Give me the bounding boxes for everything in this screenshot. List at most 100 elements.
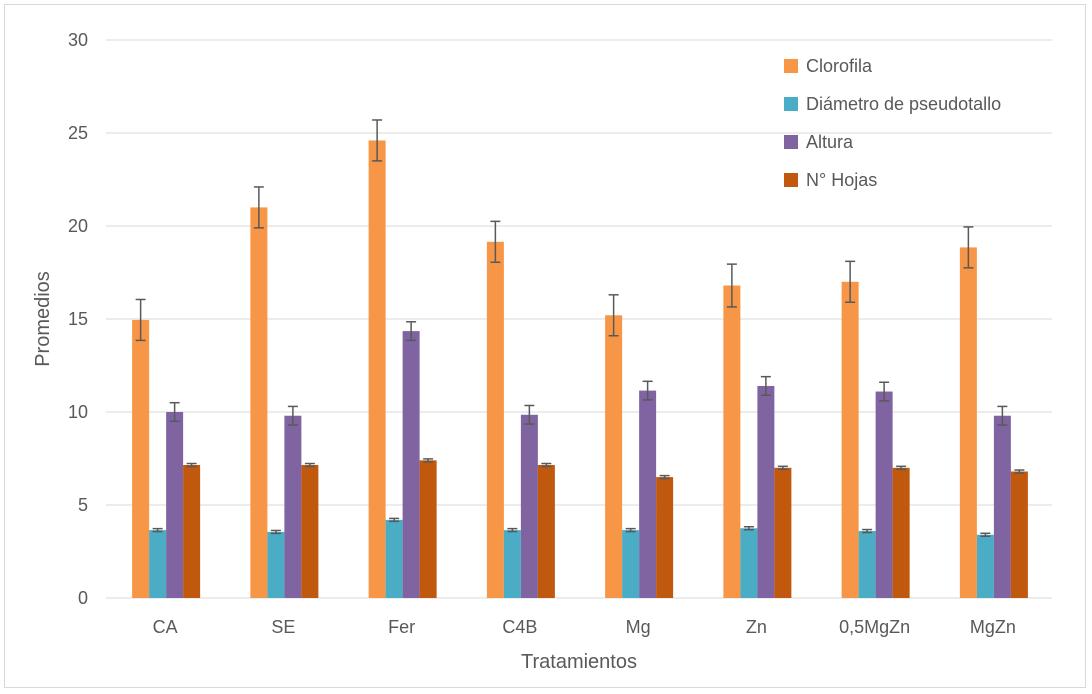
x-tick-label: MgZn — [970, 617, 1016, 637]
error-bar — [743, 526, 754, 531]
y-tick-label: 25 — [68, 123, 88, 143]
x-tick-label: 0,5MgZn — [839, 617, 910, 637]
bar-Mg-3 — [656, 477, 674, 598]
legend-swatch — [784, 59, 798, 73]
bar-0,5MgZn-1 — [858, 531, 876, 598]
error-bar — [287, 405, 298, 426]
y-tick-label: 10 — [68, 402, 88, 422]
bar-MgZn-0 — [959, 247, 977, 598]
legend-label: Clorofila — [806, 56, 873, 76]
bar-C4B-0 — [486, 241, 504, 598]
bar-CA-0 — [132, 319, 150, 598]
error-bar — [896, 465, 907, 471]
y-tick-label: 20 — [68, 216, 88, 236]
bar-Zn-1 — [740, 528, 758, 598]
bar-0,5MgZn-0 — [841, 281, 859, 598]
error-bar — [270, 529, 281, 535]
error-bar — [406, 321, 417, 342]
error-bar — [304, 462, 315, 468]
bar-Fer-0 — [368, 140, 386, 598]
bar-MgZn-3 — [1010, 471, 1028, 598]
error-bar — [845, 260, 856, 304]
bar-Mg-0 — [605, 315, 623, 598]
bar-SE-0 — [250, 207, 268, 598]
error-bar — [625, 527, 636, 533]
y-tick-label: 15 — [68, 309, 88, 329]
bar-CA-2 — [166, 412, 184, 598]
bar-C4B-1 — [503, 530, 521, 598]
error-bar — [879, 381, 890, 402]
error-bar — [253, 186, 264, 229]
error-bar — [152, 527, 163, 533]
bar-Fer-2 — [402, 331, 420, 598]
x-tick-label: Zn — [746, 617, 767, 637]
x-axis-title: Tratamientos — [521, 651, 637, 673]
bar-MgZn-1 — [976, 534, 994, 598]
x-tick-labels: CA SE Fer C4B Mg Zn 0,5MgZn MgZn — [153, 617, 1016, 637]
bar-Zn-3 — [774, 467, 792, 598]
bar-Fer-3 — [419, 460, 437, 598]
legend-item: Altura — [784, 132, 854, 152]
y-tick-label: 30 — [68, 30, 88, 50]
legend-label: N° Hojas — [806, 170, 877, 190]
bar-CA-1 — [149, 530, 167, 598]
error-bar — [524, 404, 535, 425]
error-bar — [963, 226, 974, 269]
legend-label: Altura — [806, 132, 854, 152]
x-tick-label: Mg — [626, 617, 651, 637]
error-bar — [541, 462, 552, 468]
y-axis-title: Promedios — [32, 271, 54, 367]
error-bar — [135, 298, 146, 342]
error-bar — [862, 528, 873, 534]
bar-C4B-2 — [520, 414, 538, 598]
error-bar — [490, 220, 501, 264]
bar-SE-2 — [284, 415, 302, 598]
x-tick-label: CA — [153, 617, 178, 637]
error-bar — [642, 380, 653, 401]
error-bar — [372, 119, 383, 162]
error-bars — [135, 119, 1025, 537]
legend-swatch — [784, 135, 798, 149]
legend-item: Diámetro de pseudotallo — [784, 94, 1001, 114]
error-bar — [389, 517, 400, 523]
bar-SE-1 — [267, 531, 285, 598]
x-tick-label: C4B — [502, 617, 537, 637]
error-bar — [186, 462, 197, 468]
bar-0,5MgZn-2 — [875, 391, 893, 598]
legend: Clorofila Diámetro de pseudotallo Altura N°… — [784, 56, 1001, 190]
legend-label: Diámetro de pseudotallo — [806, 94, 1001, 114]
error-bar — [777, 465, 788, 471]
error-bar — [507, 527, 518, 533]
chart-frame: 0 5 10 15 20 25 30 CA SE Fer C4B Mg Zn 0,5MgZn MgZn T… — [4, 4, 1086, 688]
bar-Mg-2 — [639, 390, 657, 598]
legend-swatch — [784, 97, 798, 111]
y-tick-labels: 0 5 10 15 20 25 30 — [68, 30, 88, 608]
bars — [132, 140, 1028, 598]
bar-Fer-1 — [385, 519, 403, 598]
error-bar — [423, 458, 434, 463]
error-bar — [608, 294, 619, 337]
y-tick-label: 0 — [78, 588, 88, 608]
bar-0,5MgZn-3 — [892, 467, 910, 598]
x-tick-label: SE — [271, 617, 295, 637]
bar-Zn-0 — [723, 285, 741, 598]
error-bar — [169, 401, 180, 423]
bar-MgZn-2 — [993, 415, 1011, 598]
bar-Mg-1 — [622, 530, 640, 598]
error-bar — [659, 474, 670, 480]
legend-item: N° Hojas — [784, 170, 877, 190]
bar-C4B-3 — [537, 465, 555, 598]
error-bar — [1014, 469, 1025, 474]
x-tick-label: Fer — [388, 617, 415, 637]
y-tick-label: 5 — [78, 495, 88, 515]
error-bar — [760, 375, 771, 397]
bar-Zn-2 — [757, 385, 775, 598]
error-bar — [726, 263, 737, 308]
legend-swatch — [784, 173, 798, 187]
bar-SE-3 — [301, 465, 319, 598]
error-bar — [997, 405, 1008, 426]
error-bar — [980, 532, 991, 537]
legend-item: Clorofila — [784, 56, 873, 76]
gridlines — [106, 39, 1052, 599]
